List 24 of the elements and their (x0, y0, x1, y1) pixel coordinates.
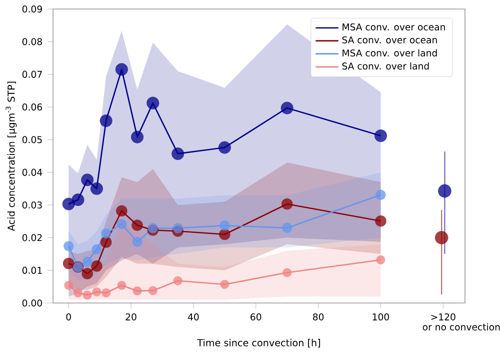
y-tick-label: 0.09 (22, 5, 42, 13)
x-tick-label: 80 (312, 313, 324, 320)
y-tick-label: 0.06 (22, 103, 42, 111)
y-tick-label: 0.02 (22, 234, 42, 242)
x-tick-label: 40 (188, 313, 199, 320)
legend-label: MSA conv. over ocean (342, 23, 445, 30)
x-tick-label: 0 (66, 313, 71, 320)
text: or no convection (422, 323, 500, 330)
y-tick-label: 0.03 (22, 201, 42, 209)
x-tick-label: 60 (250, 313, 262, 320)
y-tick-label: 0.04 (22, 168, 42, 176)
legend-label: MSA conv. over land (342, 49, 437, 56)
legend-label: SA conv. over land (342, 62, 429, 70)
legend-label: SA conv. over ocean (342, 36, 437, 44)
x-tick-label: >120 (431, 313, 456, 320)
x-tick-label: 100 (372, 313, 389, 320)
y-tick-label: 0.07 (22, 70, 42, 78)
y-axis-title: Acid concentration [µgm$^{-3}$ STP] (6, 82, 17, 232)
y-tick-label: 0.08 (22, 38, 42, 46)
y-tick-label: 0.05 (22, 136, 42, 144)
y-tick-label: 0.00 (22, 299, 42, 307)
x-tick-label: 20 (126, 313, 136, 320)
y-tick-label: 0.01 (22, 266, 42, 274)
x-axis-title: Time since convection [h] (197, 338, 320, 348)
